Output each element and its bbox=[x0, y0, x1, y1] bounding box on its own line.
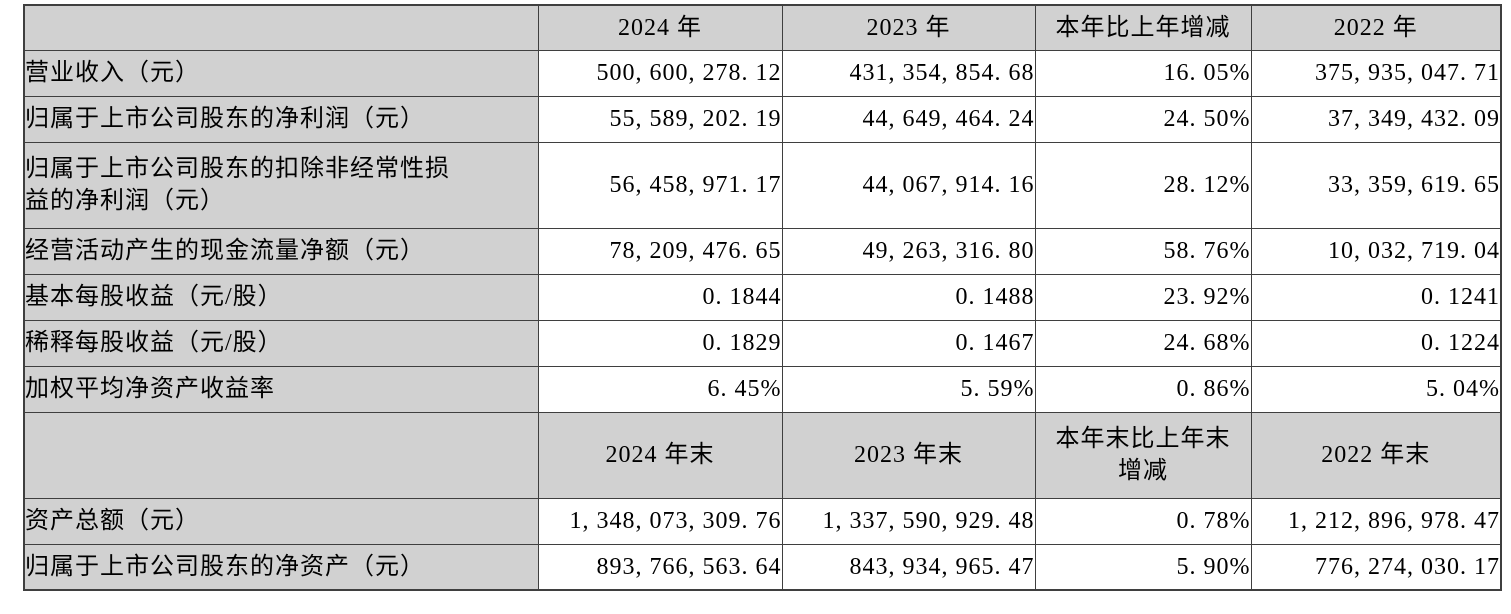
row-label-text: 基本每股收益（元/股） bbox=[25, 284, 283, 311]
value-2024: 500, 600, 278. 12 bbox=[537, 49, 783, 97]
value-2024: 893, 766, 563. 64 bbox=[537, 543, 783, 591]
table-row-diluted-eps: 稀释每股收益（元/股） 0. 1829 0. 1467 24. 68% 0. 1… bbox=[23, 319, 1502, 367]
value-yoy-change: 28. 12% bbox=[1034, 141, 1252, 229]
row-label-text: 归属于上市公司股东的净利润（元） bbox=[25, 106, 425, 133]
row-label-text: 经营活动产生的现金流量净额（元） bbox=[25, 238, 425, 265]
annual-header-2023: 2023 年 bbox=[781, 4, 1036, 51]
table-row-operating-cash-flow: 经营活动产生的现金流量净额（元） 78, 209, 476. 65 49, 26… bbox=[23, 227, 1502, 275]
value-yoy-change: 0. 86% bbox=[1034, 365, 1252, 413]
annual-header-2024: 2024 年 bbox=[537, 4, 783, 51]
row-label: 归属于上市公司股东的净利润（元） bbox=[23, 95, 539, 143]
row-label: 营业收入（元） bbox=[23, 49, 539, 97]
value-2022: 776, 274, 030. 17 bbox=[1250, 543, 1502, 591]
row-label: 稀释每股收益（元/股） bbox=[23, 319, 539, 367]
row-label: 资产总额（元） bbox=[23, 497, 539, 545]
value-2024: 78, 209, 476. 65 bbox=[537, 227, 783, 275]
value-2024: 1, 348, 073, 309. 76 bbox=[537, 497, 783, 545]
row-label-text: 加权平均净资产收益率 bbox=[25, 376, 275, 403]
yearend-header-yoy-change: 本年末比上年末增减 bbox=[1034, 411, 1252, 499]
row-label: 归属于上市公司股东的净资产（元） bbox=[23, 543, 539, 591]
value-yoy-change: 16. 05% bbox=[1034, 49, 1252, 97]
value-2022: 5. 04% bbox=[1250, 365, 1502, 413]
value-yoy-change: 24. 50% bbox=[1034, 95, 1252, 143]
row-label-text: 稀释每股收益（元/股） bbox=[25, 330, 283, 357]
value-2024: 55, 589, 202. 19 bbox=[537, 95, 783, 143]
yearend-header-2024: 2024 年末 bbox=[537, 411, 783, 499]
value-2023: 431, 354, 854. 68 bbox=[781, 49, 1036, 97]
yearend-header-2023: 2023 年末 bbox=[781, 411, 1036, 499]
value-2024: 56, 458, 971. 17 bbox=[537, 141, 783, 229]
row-label-text: 归属于上市公司股东的净资产（元） bbox=[25, 554, 425, 581]
value-2023: 843, 934, 965. 47 bbox=[781, 543, 1036, 591]
yearend-header-row: 2024 年末 2023 年末 本年末比上年末增减 2022 年末 bbox=[23, 411, 1502, 499]
financial-summary-table: 2024 年 2023 年 本年比上年增减 2022 年 营业收入（元） 500… bbox=[23, 4, 1502, 591]
annual-header-empty-cell bbox=[23, 4, 539, 51]
value-2022: 1, 212, 896, 978. 47 bbox=[1250, 497, 1502, 545]
table-row-net-profit-excl-nonrecurring: 归属于上市公司股东的扣除非经常性损益的净利润（元） 56, 458, 971. … bbox=[23, 141, 1502, 229]
value-2023: 1, 337, 590, 929. 48 bbox=[781, 497, 1036, 545]
row-label-text: 归属于上市公司股东的扣除非经常性损益的净利润（元） bbox=[25, 155, 450, 214]
annual-header-2022: 2022 年 bbox=[1250, 4, 1502, 51]
row-label: 归属于上市公司股东的扣除非经常性损益的净利润（元） bbox=[23, 141, 539, 229]
value-yoy-change: 5. 90% bbox=[1034, 543, 1252, 591]
table-row-net-profit: 归属于上市公司股东的净利润（元） 55, 589, 202. 19 44, 64… bbox=[23, 95, 1502, 143]
value-yoy-change: 0. 78% bbox=[1034, 497, 1252, 545]
value-2023: 0. 1488 bbox=[781, 273, 1036, 321]
value-2022: 33, 359, 619. 65 bbox=[1250, 141, 1502, 229]
row-label: 基本每股收益（元/股） bbox=[23, 273, 539, 321]
annual-header-row: 2024 年 2023 年 本年比上年增减 2022 年 bbox=[23, 4, 1502, 51]
row-label-text: 营业收入（元） bbox=[25, 60, 200, 87]
table-row-operating-revenue: 营业收入（元） 500, 600, 278. 12 431, 354, 854.… bbox=[23, 49, 1502, 97]
value-2023: 0. 1467 bbox=[781, 319, 1036, 367]
row-label: 经营活动产生的现金流量净额（元） bbox=[23, 227, 539, 275]
annual-header-yoy-change: 本年比上年增减 bbox=[1034, 4, 1252, 51]
yearend-header-yoy-change-text: 本年末比上年末增减 bbox=[1055, 425, 1231, 484]
value-yoy-change: 23. 92% bbox=[1034, 273, 1252, 321]
value-2022: 10, 032, 719. 04 bbox=[1250, 227, 1502, 275]
row-label: 加权平均净资产收益率 bbox=[23, 365, 539, 413]
value-2024: 6. 45% bbox=[537, 365, 783, 413]
value-2022: 0. 1224 bbox=[1250, 319, 1502, 367]
value-yoy-change: 24. 68% bbox=[1034, 319, 1252, 367]
table-row-weighted-avg-roe: 加权平均净资产收益率 6. 45% 5. 59% 0. 86% 5. 04% bbox=[23, 365, 1502, 413]
value-2022: 375, 935, 047. 71 bbox=[1250, 49, 1502, 97]
value-2023: 44, 067, 914. 16 bbox=[781, 141, 1036, 229]
value-2023: 49, 263, 316. 80 bbox=[781, 227, 1036, 275]
table-row-total-assets: 资产总额（元） 1, 348, 073, 309. 76 1, 337, 590… bbox=[23, 497, 1502, 545]
value-2024: 0. 1829 bbox=[537, 319, 783, 367]
value-2022: 0. 1241 bbox=[1250, 273, 1502, 321]
value-2024: 0. 1844 bbox=[537, 273, 783, 321]
yearend-header-empty-cell bbox=[23, 411, 539, 499]
table-row-basic-eps: 基本每股收益（元/股） 0. 1844 0. 1488 23. 92% 0. 1… bbox=[23, 273, 1502, 321]
yearend-header-2022: 2022 年末 bbox=[1250, 411, 1502, 499]
value-2023: 5. 59% bbox=[781, 365, 1036, 413]
value-2022: 37, 349, 432. 09 bbox=[1250, 95, 1502, 143]
row-label-text: 资产总额（元） bbox=[25, 508, 200, 535]
value-yoy-change: 58. 76% bbox=[1034, 227, 1252, 275]
table-row-net-assets: 归属于上市公司股东的净资产（元） 893, 766, 563. 64 843, … bbox=[23, 543, 1502, 591]
value-2023: 44, 649, 464. 24 bbox=[781, 95, 1036, 143]
